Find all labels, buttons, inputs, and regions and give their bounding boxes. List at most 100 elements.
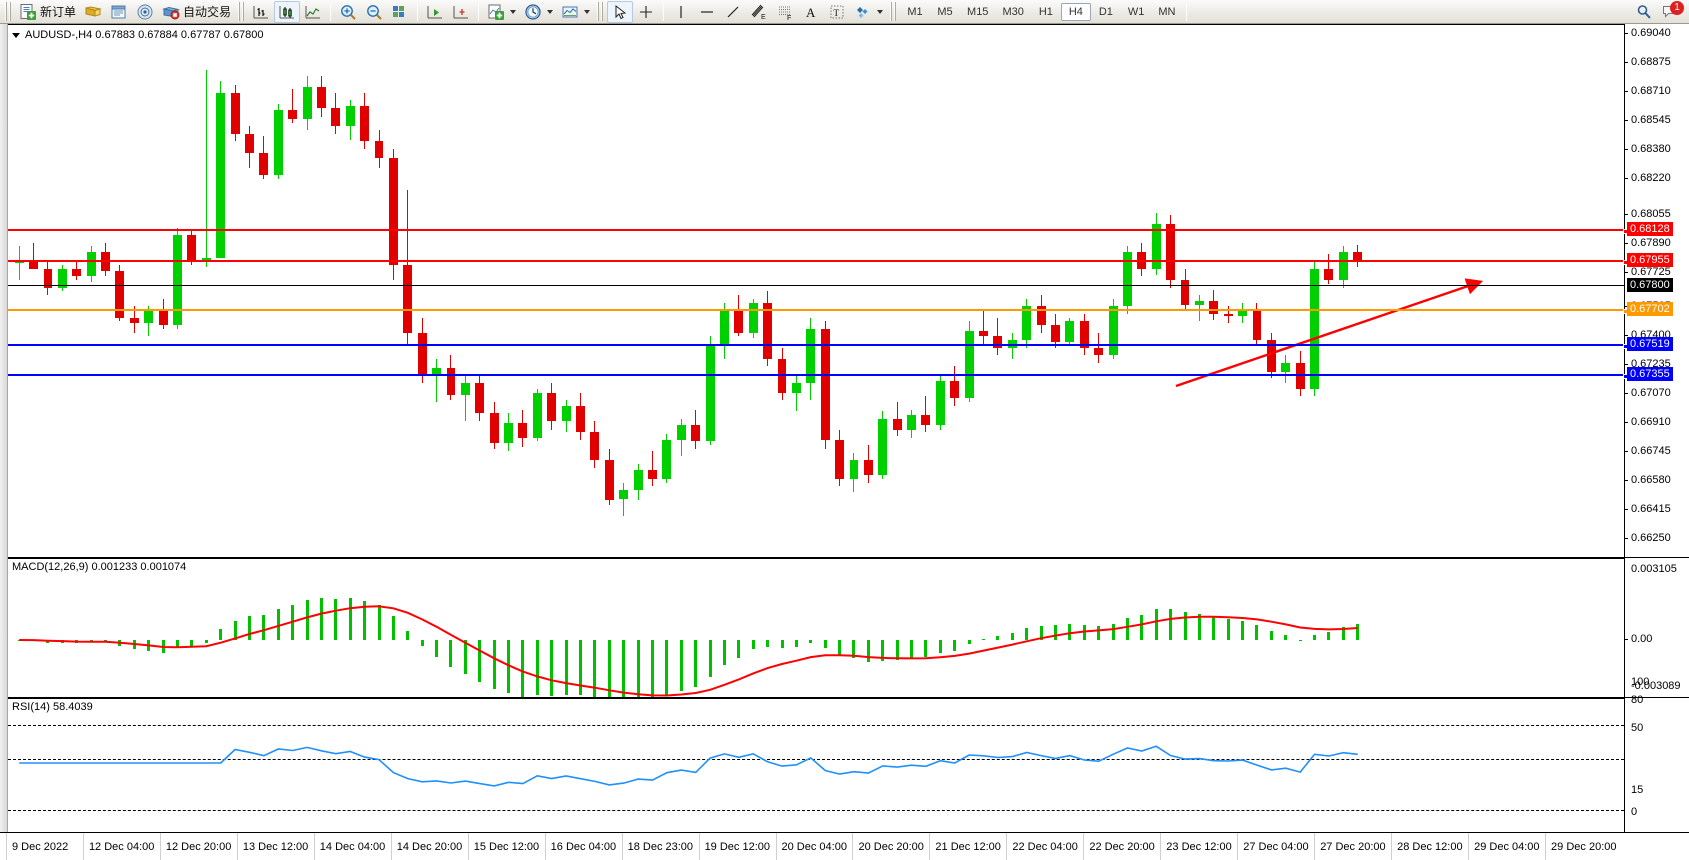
resistance-line-1[interactable]: [8, 229, 1628, 234]
time-divider: [159, 833, 161, 860]
macd-histogram-bar: [521, 640, 525, 697]
chart-shift-toggle-button[interactable]: [448, 1, 474, 23]
chevron-down-icon-3[interactable]: [584, 9, 591, 14]
clock-icon: [524, 3, 542, 21]
timeframe-h1[interactable]: H1: [1038, 5, 1053, 18]
text-button[interactable]: A: [798, 1, 824, 23]
timeframe-h4[interactable]: H4: [1060, 2, 1091, 21]
price-label-6: 0.68055: [1631, 208, 1671, 220]
chevron-down-icon-2[interactable]: [547, 9, 554, 14]
chevron-down-icon-4[interactable]: [877, 9, 884, 14]
chevron-down-icon-chart[interactable]: [12, 32, 20, 38]
rsi-label-15: 15: [1631, 784, 1644, 796]
macd-histogram-bar: [924, 640, 928, 658]
macd-histogram-bar: [391, 616, 395, 640]
price-tag-support-1[interactable]: 0.67519: [1627, 337, 1673, 351]
timeframe-w1[interactable]: W1: [1127, 5, 1145, 18]
equidistant-channel-button[interactable]: E: [746, 1, 772, 23]
timeframe-m30[interactable]: M30: [1002, 5, 1024, 18]
line-chart-button[interactable]: [300, 1, 326, 23]
price-pane[interactable]: AUDUSD-,H4 0.67883 0.67884 0.67787 0.678…: [8, 24, 1628, 557]
objects-button[interactable]: [850, 1, 887, 23]
candlestick-chart-button[interactable]: [274, 0, 301, 23]
timeframe-m5[interactable]: M5: [937, 5, 953, 18]
macd-histogram-bar: [204, 640, 208, 644]
chart-scrollbar[interactable]: [0, 24, 8, 832]
macd-pane[interactable]: MACD(12,26,9) 0.001233 0.001074: [8, 558, 1624, 702]
macd-histogram-bar: [1327, 631, 1331, 640]
text-label-button[interactable]: T: [824, 1, 850, 23]
macd-label-max: 0.003105: [1631, 563, 1677, 575]
toolbar-grip-4[interactable]: [890, 2, 898, 21]
bar-chart-button[interactable]: [248, 1, 274, 23]
data-window-button[interactable]: [106, 1, 132, 23]
price-label-0: 0.69040: [1631, 27, 1671, 39]
crosshair-button[interactable]: [633, 1, 659, 23]
support-line-2[interactable]: [8, 374, 1628, 379]
macd-histogram-bar: [636, 640, 640, 701]
horizontal-line-button[interactable]: [694, 1, 720, 23]
rsi-level-15: [8, 810, 1624, 811]
price-tag-resistance-1[interactable]: 0.68128: [1627, 222, 1673, 236]
chart-symbol-header[interactable]: AUDUSD-,H4 0.67883 0.67884 0.67787 0.678…: [10, 29, 266, 41]
price-tag-resistance-2[interactable]: 0.67955: [1627, 253, 1673, 267]
auto-trading-button[interactable]: 自动交易: [158, 1, 235, 23]
time-label: 23 Dec 12:00: [1166, 841, 1232, 853]
expert-advisors-button[interactable]: [80, 1, 106, 23]
macd-histogram-bar: [463, 640, 467, 675]
resistance-line-2[interactable]: [8, 260, 1628, 265]
macd-histogram-bar: [478, 640, 482, 682]
main-toolbar: 新订单: [0, 0, 1689, 24]
toolbar-grip-2[interactable]: [238, 2, 246, 21]
timeframe-d1[interactable]: D1: [1098, 5, 1113, 18]
search-button[interactable]: [1631, 1, 1657, 23]
price-label-3: 0.68545: [1631, 114, 1671, 126]
zoom-out-button[interactable]: [361, 1, 387, 23]
cursor-button[interactable]: [607, 0, 634, 23]
macd-histogram-bar: [1053, 625, 1057, 640]
last-price-line[interactable]: [8, 285, 1624, 286]
time-axis[interactable]: 9 Dec 2022 12 Dec 04:00 12 Dec 20:00 13 Dec…: [0, 832, 1689, 860]
price-label-17: 0.66250: [1631, 532, 1671, 544]
timeframe-m15[interactable]: M15: [967, 5, 989, 18]
support-line-1[interactable]: [8, 344, 1628, 349]
fibonacci-button[interactable]: F: [772, 1, 798, 23]
toolbar-grip-3[interactable]: [597, 2, 605, 21]
time-label: 12 Dec 20:00: [165, 841, 232, 853]
vertical-line-button[interactable]: [668, 1, 694, 23]
folder-icon: [84, 3, 102, 21]
chart-shift-button[interactable]: [387, 1, 413, 23]
new-order-button[interactable]: 新订单: [15, 1, 80, 23]
zoom-in-button[interactable]: [335, 1, 361, 23]
chart-area[interactable]: 0.69040 0.68875 0.68710 0.68545 0.68380 …: [0, 24, 1689, 860]
pivot-line[interactable]: [8, 309, 1628, 314]
rsi-header: RSI(14) 58.4039: [10, 701, 95, 713]
trendline-button[interactable]: [720, 1, 746, 23]
price-tag-support-2[interactable]: 0.67355: [1627, 367, 1673, 381]
navigator-button[interactable]: [132, 1, 158, 23]
price-tag-pivot[interactable]: 0.67702: [1627, 302, 1673, 316]
price-label-11: 0.67235: [1631, 358, 1671, 370]
price-tag-last-price[interactable]: 0.67800: [1627, 278, 1673, 292]
notifications-button[interactable]: 1: [1657, 0, 1684, 23]
time-divider: [313, 833, 315, 860]
timeframe-m1[interactable]: M1: [907, 5, 923, 18]
macd-histogram-bar: [607, 640, 611, 701]
macd-histogram-bar: [492, 640, 496, 690]
templates-button[interactable]: [557, 1, 594, 23]
macd-histogram-bar: [147, 640, 151, 651]
rsi-pane[interactable]: RSI(14) 58.4039: [8, 698, 1624, 832]
time-label: 20 Dec 04:00: [781, 841, 847, 853]
time-label: 29 Dec 20:00: [1551, 841, 1617, 853]
price-label-16: 0.66415: [1631, 503, 1671, 515]
chevron-down-icon[interactable]: [510, 9, 517, 14]
periods-button[interactable]: [520, 1, 557, 23]
auto-scroll-button[interactable]: [422, 1, 448, 23]
macd-histogram-bar: [104, 640, 108, 643]
macd-histogram-bar: [1197, 613, 1201, 640]
indicators-button[interactable]: [483, 1, 520, 23]
price-axis[interactable]: 0.69040 0.68875 0.68710 0.68545 0.68380 …: [1624, 24, 1689, 832]
price-label-15: 0.66580: [1631, 474, 1671, 486]
toolbar-grip[interactable]: [5, 2, 12, 21]
timeframe-mn[interactable]: MN: [1158, 5, 1176, 18]
